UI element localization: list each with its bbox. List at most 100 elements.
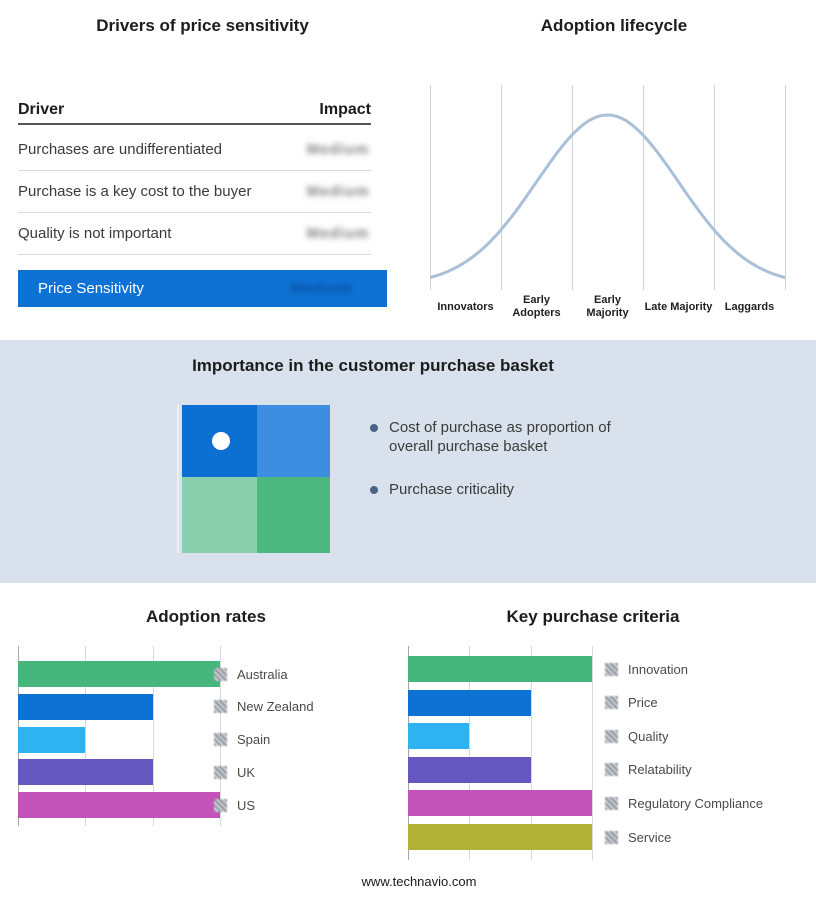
lifecycle-panel: Adoption lifecycle Innovators Early Adop… [412, 16, 816, 346]
gridline [785, 85, 786, 290]
gridline [714, 85, 715, 290]
impact-cell-redacted: Medium [306, 225, 370, 242]
lifecycle-panel-title: Adoption lifecycle [540, 16, 688, 35]
key-purchase-criteria-title: Key purchase criteria [506, 607, 680, 626]
bullet-icon [370, 424, 378, 432]
legend-label: Quality [628, 728, 669, 744]
quadrant-top-left [182, 405, 257, 477]
gridline [643, 85, 644, 290]
lifecycle-plot [430, 85, 786, 290]
bar-regulatory-compliance [408, 790, 592, 817]
bar-relatability [408, 756, 531, 783]
legend-label: Price [628, 695, 658, 711]
purchase-basket-band: Importance in the customer purchase bask… [0, 340, 816, 583]
legend-label: Innovation [628, 661, 688, 677]
stage-label-early-adopters: Early Adopters [512, 294, 561, 319]
gridline [572, 85, 573, 290]
adoption-legend: Australia New Zealand Spain UK US [214, 646, 404, 826]
gridline [85, 646, 87, 826]
legend-label: UK [237, 764, 256, 780]
key-purchase-criteria-panel: Key purchase criteria Innovation Price Qua… [370, 605, 816, 890]
legend-item-new-zealand: New Zealand [214, 694, 314, 720]
stage-label-laggards: Laggards [724, 300, 775, 313]
table-row: Quality is not important Medium [18, 213, 371, 255]
drivers-table-header: Driver Impact [18, 97, 371, 125]
legend-item-australia: Australia [214, 661, 288, 687]
adoption-rates-panel: Adoption rates Australia New Zealand Spain… [0, 605, 412, 870]
list-item: Cost of purchase as proportion of overal… [370, 418, 638, 456]
legend-swatch-redacted [605, 763, 618, 777]
legend-item-regulatory-compliance: Regulatory Compliance [605, 790, 763, 816]
legend-label: Relatability [628, 762, 692, 778]
driver-cell: Quality is not important [18, 225, 172, 242]
legend-label: New Zealand [237, 699, 314, 715]
gridline [501, 85, 502, 290]
bar-new-zealand [18, 693, 153, 720]
adoption-rates-title: Adoption rates [146, 607, 266, 626]
adoption-curve [430, 113, 785, 279]
quadrant-matrix [182, 405, 330, 553]
drivers-panel: Drivers of price sensitivity Driver Impa… [18, 16, 387, 311]
legend-swatch-redacted [605, 696, 618, 710]
quadrant-bottom-right [257, 477, 330, 553]
bar-innovation [408, 656, 592, 682]
quadrant-axis-line [177, 405, 179, 553]
gridline [530, 646, 532, 860]
bar-uk [18, 759, 153, 786]
bullet-text: Purchase criticality [389, 481, 515, 498]
legend-item-service: Service [605, 824, 671, 850]
bullet-text: Cost of purchase as proportion of overal… [389, 419, 611, 455]
drivers-panel-title: Drivers of price sensitivity [96, 16, 309, 35]
basket-title: Importance in the customer purchase bask… [192, 356, 554, 375]
bar-price [408, 689, 531, 716]
legend-item-quality: Quality [605, 723, 668, 749]
price-sensitivity-impact-redacted: Medium [290, 280, 353, 297]
legend-swatch-redacted [605, 662, 618, 676]
gridline [592, 646, 593, 860]
impact-cell-redacted: Medium [306, 141, 370, 158]
legend-label: Regulatory Compliance [628, 795, 764, 811]
price-sensitivity-label: Price Sensitivity [38, 280, 144, 297]
criteria-plot [408, 646, 593, 860]
lifecycle-stage-labels: Innovators Early Adopters Early Majority… [430, 290, 785, 324]
list-item: Purchase criticality [370, 480, 638, 499]
stage-label-early-majority: Early Majority [586, 294, 629, 319]
y-axis-line [408, 646, 409, 860]
bar-australia [18, 661, 220, 687]
legend-item-price: Price [605, 690, 658, 716]
gridline [430, 85, 431, 290]
bar-quality [408, 723, 470, 750]
impact-column-header: Impact [319, 101, 371, 118]
table-row: Purchases are undifferentiated Medium [18, 129, 371, 171]
criteria-legend: Innovation Price Quality Relatability Regula… [605, 646, 815, 860]
driver-cell: Purchase is a key cost to the buyer [18, 183, 252, 200]
driver-column-header: Driver [18, 101, 65, 118]
table-row: Purchase is a key cost to the buyer Medi… [18, 171, 371, 213]
legend-label: US [237, 797, 256, 813]
legend-item-uk: UK [214, 759, 255, 785]
legend-label: Spain [237, 732, 271, 748]
stage-label-late-majority: Late Majority [644, 300, 713, 313]
legend-item-innovation: Innovation [605, 656, 688, 682]
legend-swatch-redacted [605, 796, 618, 810]
quadrant-top-right [257, 405, 330, 477]
bar-spain [18, 726, 86, 753]
legend-swatch-redacted [214, 798, 227, 812]
position-dot [212, 432, 230, 450]
legend-swatch-redacted [214, 667, 227, 681]
legend-label: Service [628, 829, 672, 845]
legend-label: Australia [237, 666, 288, 682]
legend-swatch-redacted [605, 830, 618, 844]
quadrant-bottom-left [182, 477, 257, 553]
price-sensitivity-bar: Price Sensitivity Medium [18, 270, 387, 307]
legend-item-spain: Spain [214, 727, 270, 753]
basket-bullet-list: Cost of purchase as proportion of overal… [370, 418, 638, 523]
website-url: www.technavio.com [361, 874, 477, 889]
legend-swatch-redacted [214, 733, 227, 747]
bar-us [18, 792, 220, 819]
bullet-icon [370, 486, 378, 494]
legend-swatch-redacted [605, 729, 618, 743]
driver-cell: Purchases are undifferentiated [18, 141, 223, 158]
bar-service [408, 824, 592, 850]
gridline [152, 646, 154, 826]
